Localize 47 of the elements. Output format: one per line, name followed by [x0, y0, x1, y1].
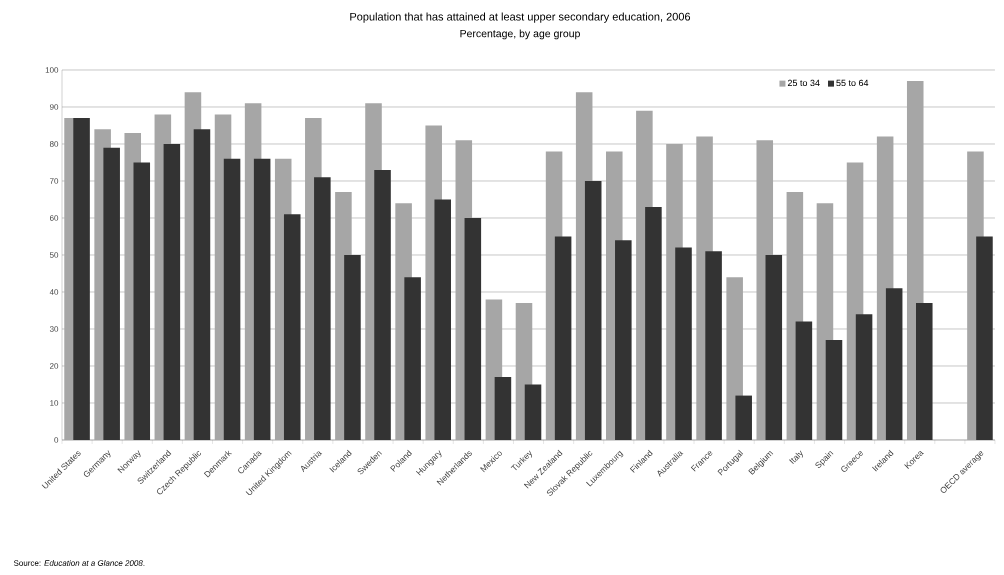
bar: [976, 236, 993, 440]
bar: [283, 214, 301, 440]
bar: [735, 395, 752, 440]
bar: [524, 384, 542, 440]
bar: [73, 118, 90, 440]
bar: [103, 147, 120, 440]
bar: [675, 247, 692, 440]
bar: [253, 158, 271, 440]
bar: [434, 199, 452, 440]
y-tick-label: 80: [49, 141, 59, 147]
y-tick-label: 90: [49, 104, 59, 110]
y-tick-label: 70: [49, 178, 59, 184]
bar: [223, 158, 241, 440]
chart-title: Population that has attained at least upper secondary education, 2006: [350, 12, 691, 23]
bar: [795, 321, 813, 440]
bar: [615, 240, 632, 440]
bar: [584, 180, 602, 440]
bar: [825, 340, 843, 440]
legend-label: 55 to 64: [836, 79, 869, 87]
y-tick-label: 10: [50, 400, 59, 406]
source-note: Source: Education at a Glance 2008.: [13, 560, 145, 566]
bar: [554, 236, 572, 440]
bar: [163, 143, 181, 440]
bar: [494, 377, 512, 440]
bar: [464, 217, 482, 440]
y-tick-label: 50: [49, 252, 59, 258]
bar: [314, 177, 331, 440]
x-tick-label: Italy: [789, 450, 803, 465]
bar: [855, 314, 873, 440]
legend-label: 25 to 34: [787, 79, 820, 87]
bar: [344, 254, 361, 440]
bar: [645, 206, 662, 440]
bar: [765, 254, 783, 440]
bar: [133, 162, 151, 440]
y-tick-label: 60: [49, 215, 59, 221]
y-tick-label: 0: [54, 437, 59, 443]
bar: [916, 303, 933, 440]
bar: [705, 251, 722, 440]
bar: [193, 129, 211, 440]
chart-subtitle: Percentage, by age group: [460, 29, 580, 40]
y-tick-label: 40: [49, 289, 59, 295]
bar: [404, 277, 421, 440]
y-tick-label: 100: [45, 67, 59, 73]
y-tick-label: 30: [49, 326, 59, 332]
bar: [374, 169, 391, 440]
y-tick-label: 20: [49, 363, 59, 369]
bar: [885, 288, 903, 440]
